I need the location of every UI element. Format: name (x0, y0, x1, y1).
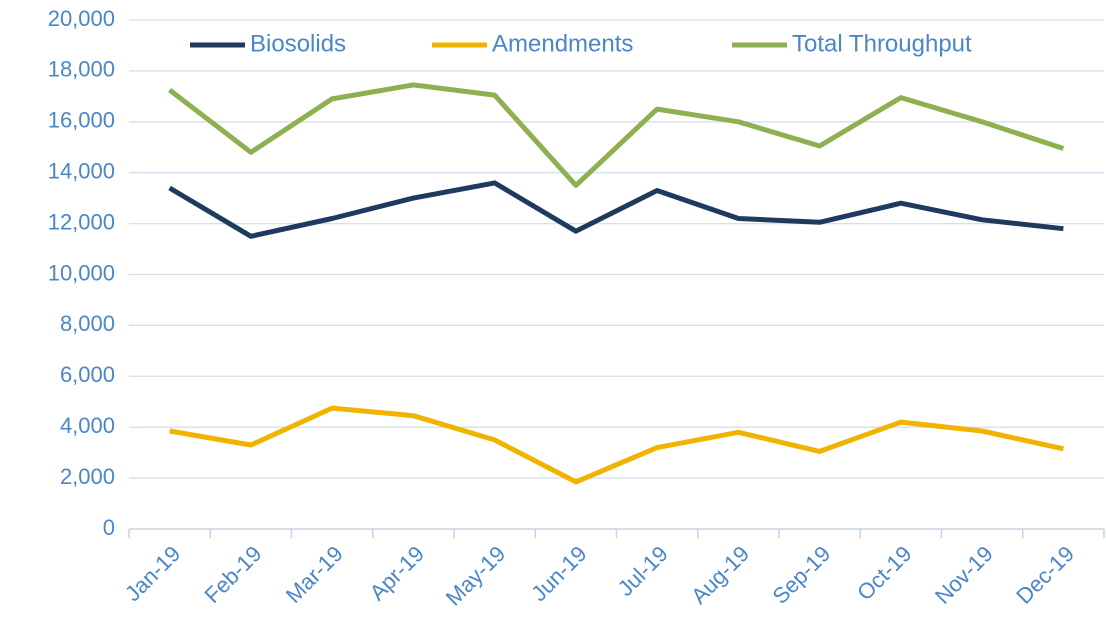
x-tick-label: Feb-19 (200, 541, 267, 608)
x-tick-label: Mar-19 (281, 541, 348, 608)
y-tick-label: 16,000 (48, 108, 115, 133)
x-tick-label: Aug-19 (686, 541, 754, 609)
x-tick-label: Jan-19 (120, 541, 185, 606)
x-tick-label: Jun-19 (526, 541, 591, 606)
x-tick-label: Oct-19 (852, 541, 916, 605)
series-line (169, 405, 1064, 485)
series-line (168, 82, 1065, 188)
y-tick-label: 18,000 (48, 57, 115, 82)
series-line (168, 180, 1064, 239)
y-tick-label: 10,000 (48, 260, 115, 285)
y-tick-label: 12,000 (48, 209, 115, 234)
y-tick-label: 2,000 (60, 464, 115, 489)
x-tick-label: Jul-19 (613, 541, 673, 601)
y-tick-label: 0 (103, 515, 115, 540)
x-tick-label: Dec-19 (1011, 541, 1079, 609)
x-tick-label: May-19 (441, 541, 511, 611)
x-tick-label: Apr-19 (365, 541, 429, 605)
legend-label: Total Throughput (792, 30, 972, 57)
y-tick-label: 8,000 (60, 311, 115, 336)
y-tick-label: 20,000 (48, 6, 115, 31)
y-tick-label: 14,000 (48, 159, 115, 184)
x-tick-label: Sep-19 (767, 541, 835, 609)
y-tick-label: 6,000 (60, 362, 115, 387)
legend-label: Biosolids (250, 30, 346, 57)
legend: Biosolids Amendments Total Throughput (190, 30, 972, 57)
y-tick-label: 4,000 (60, 413, 115, 438)
legend-label: Amendments (492, 30, 633, 57)
x-tick-label: Nov-19 (930, 541, 998, 609)
